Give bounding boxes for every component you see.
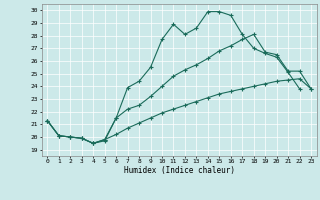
X-axis label: Humidex (Indice chaleur): Humidex (Indice chaleur): [124, 166, 235, 175]
